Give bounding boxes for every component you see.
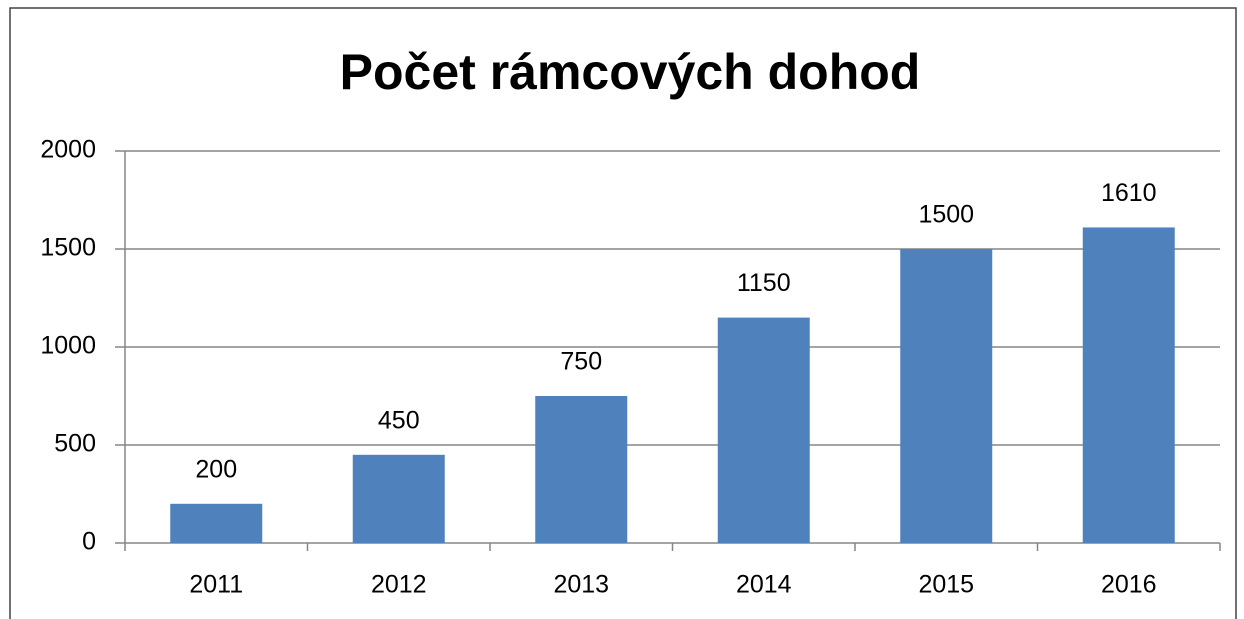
chart-title: Počet rámcových dohod: [340, 44, 921, 100]
x-tick-label: 2011: [189, 571, 243, 599]
y-tick-label: 2000: [40, 136, 96, 164]
y-tick-label: 0: [82, 528, 96, 556]
y-tick-label: 500: [54, 430, 96, 458]
data-label: 450: [378, 406, 420, 434]
x-tick-label: 2013: [553, 571, 609, 599]
y-tick-label: 1500: [40, 234, 96, 262]
data-label: 1150: [737, 269, 791, 297]
x-tick-label: 2014: [736, 571, 792, 599]
y-tick-label: 1000: [40, 332, 96, 360]
bar: [535, 396, 628, 543]
x-tick-label: 2016: [1101, 571, 1157, 599]
x-tick-label: 2012: [371, 571, 427, 599]
bar: [1082, 227, 1175, 543]
bar: [352, 454, 445, 543]
chart-border: [9, 7, 1237, 619]
bar: [170, 503, 263, 543]
data-label: 750: [560, 348, 602, 376]
x-tick-label: 2015: [918, 571, 974, 599]
data-label: 200: [195, 455, 237, 483]
data-label: 1610: [1101, 179, 1157, 207]
bar: [717, 317, 810, 543]
data-label: 1500: [918, 201, 974, 229]
bar: [900, 249, 993, 543]
